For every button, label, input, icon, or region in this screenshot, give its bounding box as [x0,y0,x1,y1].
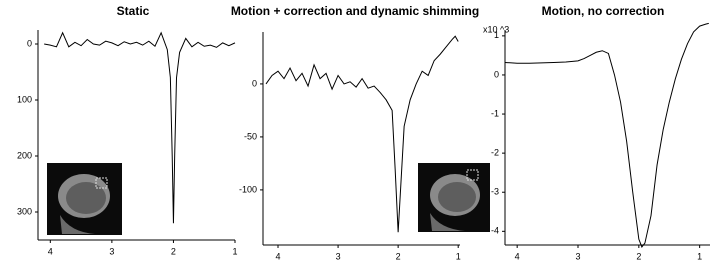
mri-inset [47,163,122,235]
x-tick-label: 3 [575,251,580,261]
x-tick-label: 1 [232,246,237,256]
mri-inset [418,163,490,232]
x-tick-label: 3 [109,246,114,256]
y-tick-label: -100 [239,184,257,194]
x-tick-label: 4 [515,251,520,261]
x-tick-label: 2 [636,251,641,261]
y-tick-label: -4 [491,226,499,236]
chart-title: Motion, no correction [542,4,665,18]
figure: 1 2 3 4 -4 -3 -2 -1 0 1 x10 ^3 Motion, no correctio… [0,0,718,265]
y-tick-label: 300 [17,206,32,216]
x-tick-label: 4 [48,246,53,256]
y-tick-label: -2 [491,148,499,158]
x-tick-label: 4 [276,251,281,261]
chart-title: Motion + correction and dynamic shimming [231,4,479,18]
x-tick-label: 1 [697,251,702,261]
y-tick-label: -50 [244,131,257,141]
chart-title: Static [117,4,150,18]
y-tick-label: 0 [494,69,499,79]
y-tick-label: 0 [27,38,32,48]
x-tick-label: 2 [396,251,401,261]
x-tick-label: 3 [336,251,341,261]
y-axis-label: x10 ^3 [483,24,509,34]
x-tick-label: 2 [171,246,176,256]
y-tick-label: -3 [491,187,499,197]
y-tick-label: -1 [491,108,499,118]
x-tick-label: 1 [456,251,461,261]
spectrum-line [505,23,709,247]
y-tick-label: 200 [17,150,32,160]
y-tick-label: 0 [252,78,257,88]
y-tick-label: 100 [17,94,32,104]
